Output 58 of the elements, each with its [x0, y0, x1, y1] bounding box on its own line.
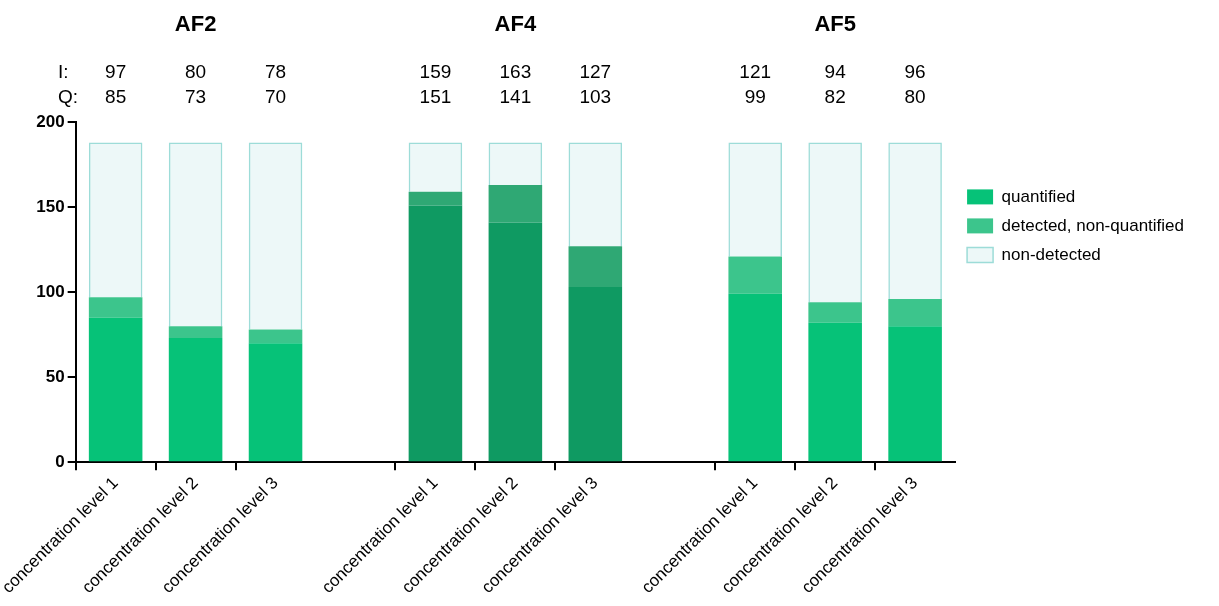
text: 94	[824, 61, 847, 83]
bar	[728, 256, 782, 294]
y-tick-label: 150	[36, 196, 65, 216]
y-tick-label: 100	[36, 281, 65, 301]
text: 80	[904, 86, 926, 108]
bar	[728, 142, 782, 257]
bar	[88, 297, 143, 318]
bar	[888, 326, 942, 462]
bar	[568, 287, 623, 462]
bar	[408, 142, 463, 192]
text: 121	[739, 61, 772, 83]
text: I:	[58, 61, 69, 83]
legend-label: detected, non-quantified	[1001, 215, 1184, 235]
text: AF2	[174, 11, 217, 37]
text: 99	[744, 86, 766, 108]
bar	[248, 329, 303, 344]
y-tick-label: 200	[36, 111, 65, 131]
text: 103	[579, 86, 612, 108]
bar	[168, 338, 223, 462]
text: 78	[264, 61, 287, 83]
text: 82	[824, 86, 846, 108]
text: 141	[499, 86, 532, 108]
text: 85	[105, 86, 127, 108]
bar	[408, 205, 463, 462]
text: 80	[185, 61, 207, 83]
bar	[808, 142, 862, 303]
bar	[88, 142, 143, 298]
bar	[888, 298, 942, 327]
y-tick-label: 50	[45, 366, 65, 386]
bar	[248, 142, 303, 330]
bar	[488, 222, 543, 462]
bar	[568, 142, 623, 247]
bar	[408, 191, 463, 206]
bar	[888, 142, 942, 299]
text: 163	[499, 61, 532, 83]
text: 127	[579, 61, 612, 83]
legend-label: quantified	[1001, 186, 1076, 206]
bar	[488, 184, 543, 223]
bar	[808, 322, 862, 462]
y-tick-label: 0	[55, 452, 65, 471]
bar	[728, 293, 782, 462]
bar	[568, 246, 623, 288]
bar	[168, 142, 223, 327]
bar	[88, 317, 143, 462]
text: 151	[419, 86, 452, 108]
text: AF4	[494, 11, 537, 37]
bar	[488, 142, 543, 185]
text: Q:	[58, 86, 79, 108]
text: 73	[185, 86, 207, 108]
text: 96	[904, 61, 926, 83]
legend-label: non-detected	[1001, 244, 1101, 264]
bar	[248, 343, 303, 462]
bar	[168, 326, 223, 339]
bar	[808, 302, 862, 323]
text: AF5	[814, 11, 856, 37]
text: 97	[105, 61, 127, 83]
text: 159	[419, 61, 452, 83]
text: 70	[264, 86, 287, 108]
